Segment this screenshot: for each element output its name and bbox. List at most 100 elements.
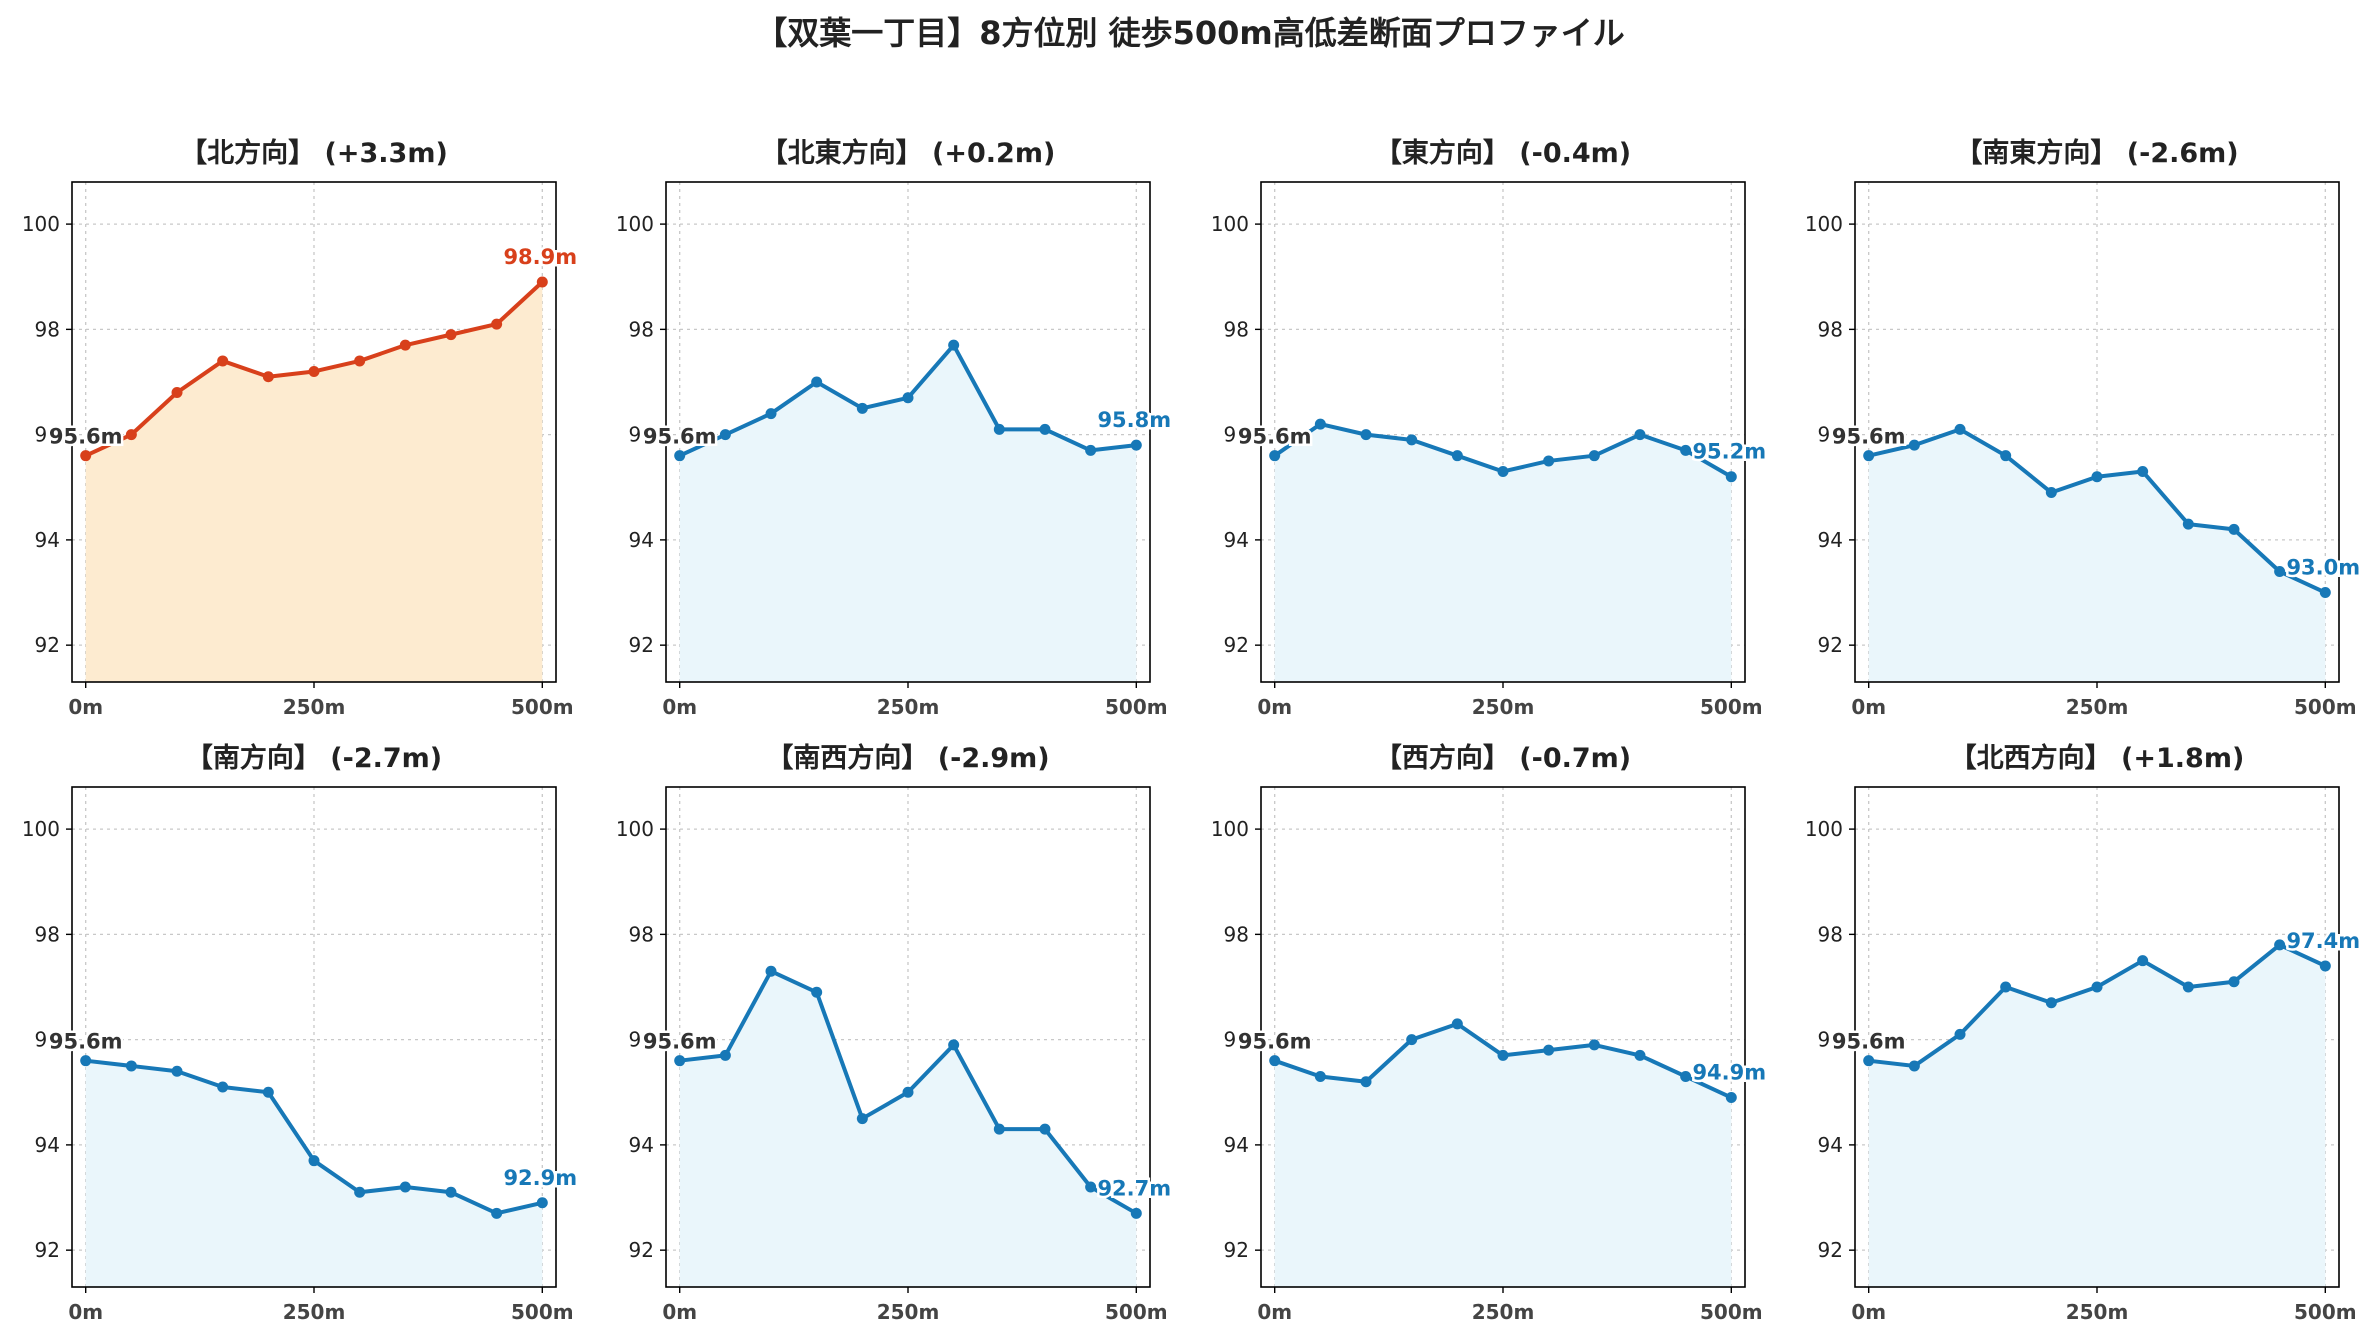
y-tick-label: 92 xyxy=(1224,633,1249,657)
data-point xyxy=(719,1049,731,1061)
y-tick-label: 100 xyxy=(1211,817,1249,841)
panel-title: 【北西方向】 (+1.8m) xyxy=(1950,742,2245,774)
data-point xyxy=(1130,1207,1142,1219)
x-tick-label: 0m xyxy=(1257,695,1292,719)
data-point xyxy=(536,276,548,288)
data-point xyxy=(674,450,686,462)
data-point xyxy=(445,329,457,341)
data-point xyxy=(948,1039,960,1051)
data-point xyxy=(1039,423,1051,435)
y-tick-label: 92 xyxy=(1818,633,1843,657)
y-tick-label: 94 xyxy=(629,1133,654,1157)
data-point xyxy=(993,423,1005,435)
start-value-label: 95.6m xyxy=(1832,1030,1906,1054)
end-value-label: 95.2m xyxy=(1692,440,1766,464)
x-tick-label: 0m xyxy=(1851,1300,1886,1324)
data-point xyxy=(1451,1018,1463,1030)
data-point xyxy=(2091,471,2103,483)
y-tick-label: 96 xyxy=(1224,1028,1249,1052)
data-point xyxy=(1543,455,1555,467)
y-tick-label: 92 xyxy=(35,1238,60,1262)
data-point xyxy=(1954,423,1966,435)
data-point xyxy=(1588,1039,1600,1051)
y-tick-label: 98 xyxy=(35,922,60,946)
x-tick-label: 250m xyxy=(877,695,940,719)
x-tick-label: 250m xyxy=(877,1300,940,1324)
x-tick-label: 500m xyxy=(2294,695,2357,719)
y-tick-label: 98 xyxy=(1224,922,1249,946)
data-point xyxy=(1360,1076,1372,1088)
data-point xyxy=(399,1181,411,1193)
start-value-label: 95.6m xyxy=(49,425,123,449)
panel-title: 【南東方向】 (-2.6m) xyxy=(1955,137,2238,169)
data-point xyxy=(354,1186,366,1198)
y-tick-label: 94 xyxy=(1818,1133,1843,1157)
end-value-label: 94.9m xyxy=(1692,1061,1766,1085)
data-point xyxy=(125,1060,137,1072)
panel-2: 【北東方向】 (+0.2m) 92 94 96 98 100 0m 250m 500m 95.6m… xyxy=(616,137,1174,719)
y-tick-label: 94 xyxy=(1818,528,1843,552)
data-point xyxy=(1406,1034,1418,1046)
panel-title: 【東方向】 (-0.4m) xyxy=(1375,137,1631,169)
x-tick-label: 500m xyxy=(511,1300,574,1324)
data-point xyxy=(491,318,503,330)
data-point xyxy=(536,1197,548,1209)
x-tick-label: 0m xyxy=(662,695,697,719)
data-point xyxy=(2182,981,2194,993)
data-point xyxy=(171,387,183,399)
data-point xyxy=(1908,439,1920,451)
y-tick-label: 100 xyxy=(616,212,654,236)
data-point xyxy=(1269,450,1281,462)
data-point xyxy=(2000,981,2012,993)
x-tick-label: 250m xyxy=(1472,1300,1535,1324)
y-tick-label: 96 xyxy=(629,1028,654,1052)
y-tick-label: 98 xyxy=(35,317,60,341)
data-point xyxy=(2045,997,2057,1009)
end-value-label: 97.4m xyxy=(2286,929,2360,953)
y-tick-label: 92 xyxy=(1818,1238,1843,1262)
y-tick-label: 96 xyxy=(35,1028,60,1052)
end-value-label: 95.8m xyxy=(1097,408,1171,432)
data-point xyxy=(993,1123,1005,1135)
data-point xyxy=(2228,523,2240,535)
start-value-label: 95.6m xyxy=(1832,425,1906,449)
panel-6: 【南西方向】 (-2.9m) 92 94 96 98 100 0m 250m 500m 95.6m… xyxy=(616,742,1174,1324)
data-point xyxy=(2228,976,2240,988)
y-tick-label: 92 xyxy=(1224,1238,1249,1262)
x-tick-label: 500m xyxy=(1700,695,1763,719)
panel-title: 【北東方向】 (+0.2m) xyxy=(761,137,1056,169)
panel-title: 【南西方向】 (-2.9m) xyxy=(766,742,1049,774)
data-point xyxy=(262,371,274,383)
data-point xyxy=(308,1155,320,1167)
y-tick-label: 94 xyxy=(629,528,654,552)
x-tick-label: 250m xyxy=(283,695,346,719)
area-fill xyxy=(1868,944,2326,1287)
data-point xyxy=(2000,450,2012,462)
data-point xyxy=(217,1081,229,1093)
x-tick-label: 0m xyxy=(68,695,103,719)
data-point xyxy=(1588,450,1600,462)
x-tick-label: 250m xyxy=(1472,695,1535,719)
data-point xyxy=(1497,1049,1509,1061)
y-tick-label: 92 xyxy=(629,633,654,657)
data-point xyxy=(1634,429,1646,441)
y-tick-label: 100 xyxy=(1805,212,1843,236)
x-tick-label: 500m xyxy=(1105,1300,1168,1324)
y-tick-label: 98 xyxy=(1818,922,1843,946)
y-tick-label: 98 xyxy=(629,317,654,341)
panel-3: 【東方向】 (-0.4m) 92 94 96 98 100 0m 250m 500m 95.6m 9… xyxy=(1211,137,1769,719)
data-point xyxy=(765,408,777,420)
panel-title: 【西方向】 (-0.7m) xyxy=(1375,742,1631,774)
data-point xyxy=(2137,955,2149,967)
area-fill xyxy=(85,1060,543,1287)
panel-1: 【北方向】 (+3.3m) 92 94 96 98 100 0m 250m 500m 95.6m 9… xyxy=(22,137,580,719)
data-point xyxy=(902,392,914,404)
area-fill xyxy=(679,971,1137,1287)
data-point xyxy=(948,339,960,351)
data-point xyxy=(1863,450,1875,462)
data-point xyxy=(1725,471,1737,483)
start-value-label: 95.6m xyxy=(1238,1030,1312,1054)
end-value-label: 98.9m xyxy=(503,245,577,269)
data-point xyxy=(399,339,411,351)
data-point xyxy=(1497,465,1509,477)
